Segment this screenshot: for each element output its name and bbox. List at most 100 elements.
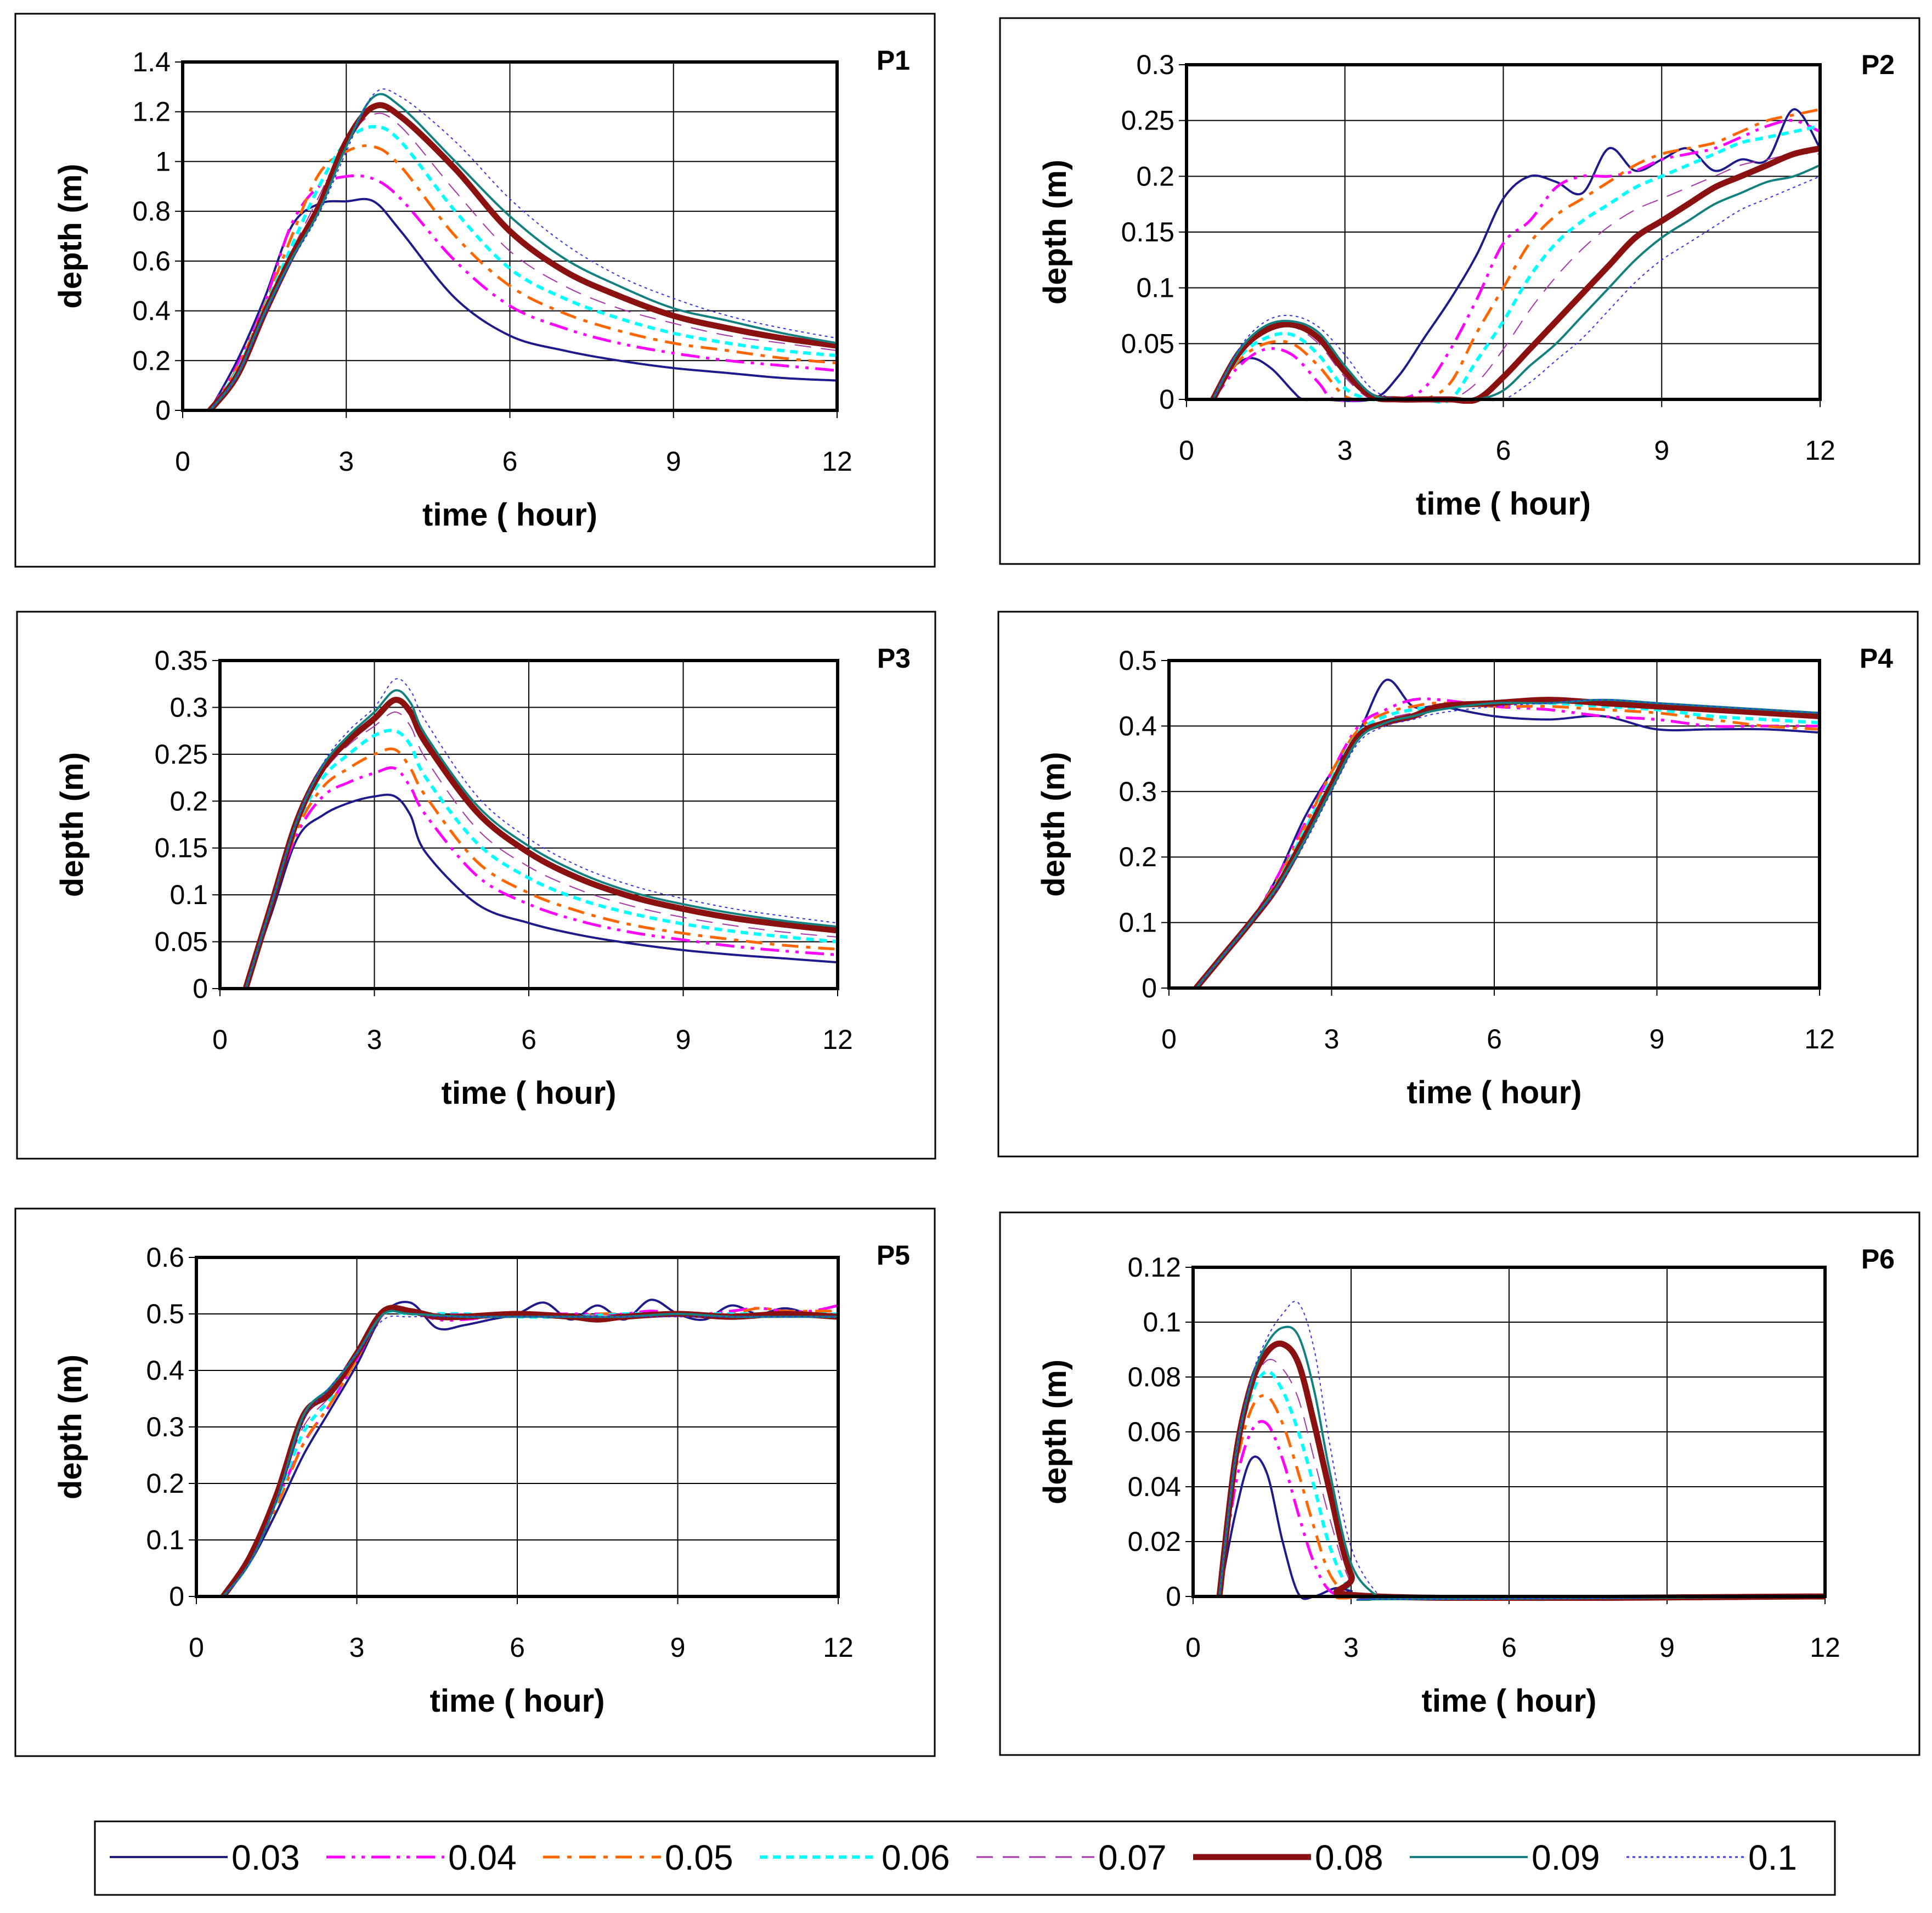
panel-title: P5 xyxy=(877,1240,910,1271)
y-tick-label: 0.1 xyxy=(1118,907,1157,938)
series-group xyxy=(1194,679,1820,990)
series-line-0_06 xyxy=(1218,1370,1826,1599)
x-tick-label: 6 xyxy=(1487,1024,1502,1054)
y-tick-label: 0.2 xyxy=(170,786,208,816)
plot-area-border xyxy=(1191,1266,1827,1598)
y-tick-label: 0.3 xyxy=(146,1412,184,1442)
chart-panel-p6: 0 0.02 0.04 0.06 0.08 0.1 0.12 0 3 6 9 12 P6 time ( h… xyxy=(999,1211,1920,1756)
series-line-0_03 xyxy=(1212,108,1821,402)
plot-area-border xyxy=(1167,659,1821,990)
y-tick-label: 1.4 xyxy=(132,47,171,77)
x-axis-label: time ( hour) xyxy=(422,497,597,533)
y-tick-label: 0 xyxy=(1142,973,1157,1003)
panel-title: P6 xyxy=(1861,1244,1895,1274)
legend-label: 0.04 xyxy=(448,1838,517,1877)
x-tick-label: 0 xyxy=(1185,1632,1201,1663)
y-tick-label: 0.5 xyxy=(1118,645,1157,676)
plot-area-border xyxy=(181,60,839,412)
legend-label: 0.03 xyxy=(231,1838,300,1877)
series-line-0_1 xyxy=(1195,699,1820,989)
series-line-0_07 xyxy=(1212,153,1821,402)
plot-area-border xyxy=(1185,63,1822,401)
series-group xyxy=(242,678,838,990)
x-tick-label: 6 xyxy=(1496,435,1511,466)
x-tick-label: 6 xyxy=(1501,1632,1517,1663)
y-tick-label: 0.4 xyxy=(1118,710,1157,741)
y-axis-label: depth (m) xyxy=(53,163,88,308)
x-axis-label: time ( hour) xyxy=(1422,1683,1597,1719)
y-tick-label: 0.1 xyxy=(1136,273,1174,303)
series-line-0_06 xyxy=(244,729,838,989)
panel-frame xyxy=(14,1207,936,1757)
series-line-0_1 xyxy=(245,678,838,989)
y-tick-label: 0.2 xyxy=(132,345,171,376)
x-tick-label: 3 xyxy=(367,1024,382,1055)
y-axis-label: depth (m) xyxy=(1036,752,1071,896)
panel-frame xyxy=(999,17,1920,565)
legend-entry-0_08: 0.08 xyxy=(1193,1838,1383,1877)
series-line-0_1 xyxy=(209,88,838,411)
y-tick-label: 0.3 xyxy=(1136,49,1174,80)
panel-title: P2 xyxy=(1861,49,1895,80)
chart-panel-p1: 0 0.2 0.4 0.6 0.8 1 1.2 1.4 0 3 6 9 12 P1 time ( hour)… xyxy=(14,13,936,568)
y-axis-label: depth (m) xyxy=(54,752,90,897)
y-tick-label: 0.25 xyxy=(155,739,208,770)
y-tick-label: 0.6 xyxy=(132,246,171,276)
y-tick-label: 0 xyxy=(1159,384,1174,415)
series-line-0_05 xyxy=(208,144,838,411)
x-tick-label: 9 xyxy=(1654,435,1669,466)
chart-panel-p3: 0 0.05 0.1 0.15 0.2 0.25 0.3 0.35 0 3 6 9 12 P3 time (… xyxy=(16,611,936,1160)
series-line-0_1 xyxy=(223,1315,838,1597)
x-axis-label: time ( hour) xyxy=(430,1683,605,1719)
y-tick-label: 0.05 xyxy=(155,927,208,957)
x-tick-label: 3 xyxy=(349,1632,365,1663)
y-axis-label: depth (m) xyxy=(53,1355,88,1499)
x-tick-label: 0 xyxy=(212,1024,228,1055)
legend-entry-0_1: 0.1 xyxy=(1626,1838,1797,1877)
x-tick-label: 12 xyxy=(1805,435,1835,466)
y-tick-label: 0.15 xyxy=(1121,217,1174,247)
series-line-0_05 xyxy=(244,747,838,989)
legend-label: 0.05 xyxy=(665,1838,733,1877)
y-tick-label: 0.2 xyxy=(146,1468,184,1499)
series-line-0_03 xyxy=(245,793,838,989)
legend-label: 0.08 xyxy=(1315,1838,1383,1877)
y-tick-label: 0.3 xyxy=(170,692,208,723)
legend-entry-0_04: 0.04 xyxy=(326,1838,517,1877)
x-tick-label: 6 xyxy=(521,1024,536,1055)
x-axis-label: time ( hour) xyxy=(1407,1075,1582,1110)
series-line-0_09 xyxy=(1212,164,1821,402)
y-tick-label: 0 xyxy=(1166,1581,1181,1612)
x-tick-label: 0 xyxy=(189,1632,204,1663)
series-line-0_09 xyxy=(222,1310,838,1598)
y-tick-label: 0.06 xyxy=(1128,1417,1181,1447)
chart-panel-p5: 0 0.1 0.2 0.3 0.4 0.5 0.6 0 3 6 9 12 P5 time ( hour) d… xyxy=(14,1207,936,1757)
legend-entry-0_06: 0.06 xyxy=(760,1838,950,1877)
y-tick-label: 0.15 xyxy=(155,833,208,864)
panel-title: P3 xyxy=(877,643,911,674)
panel-title: P4 xyxy=(1860,643,1893,674)
y-tick-label: 0.12 xyxy=(1128,1252,1181,1283)
x-tick-label: 0 xyxy=(1179,435,1194,466)
x-tick-label: 9 xyxy=(1659,1632,1675,1663)
x-tick-label: 3 xyxy=(1337,435,1353,466)
chart-panel-p4: 0 0.1 0.2 0.3 0.4 0.5 0 3 6 9 12 P4 time ( hour) dept… xyxy=(997,611,1919,1158)
series-line-0_04 xyxy=(1195,697,1820,989)
x-tick-label: 12 xyxy=(822,1024,853,1055)
legend-label: 0.06 xyxy=(882,1838,950,1877)
plot-area-border xyxy=(195,1256,840,1598)
series-line-0_1 xyxy=(1219,1301,1826,1600)
series-line-0_09 xyxy=(209,93,838,411)
x-axis-label: time ( hour) xyxy=(442,1075,617,1111)
x-tick-label: 3 xyxy=(1343,1632,1359,1663)
chart-panel-p2: 0 0.05 0.1 0.15 0.2 0.25 0.3 0 3 6 9 12 P2 time ( hou… xyxy=(999,17,1920,565)
series-line-0_04 xyxy=(1212,118,1821,402)
x-tick-label: 0 xyxy=(1161,1024,1177,1054)
plot-area-border xyxy=(218,659,839,990)
x-axis-label: time ( hour) xyxy=(1416,486,1591,522)
x-tick-label: 6 xyxy=(502,446,518,477)
legend-entry-0_09: 0.09 xyxy=(1410,1838,1600,1877)
y-tick-label: 1.2 xyxy=(132,97,171,127)
legend-entry-0_05: 0.05 xyxy=(543,1838,733,1877)
